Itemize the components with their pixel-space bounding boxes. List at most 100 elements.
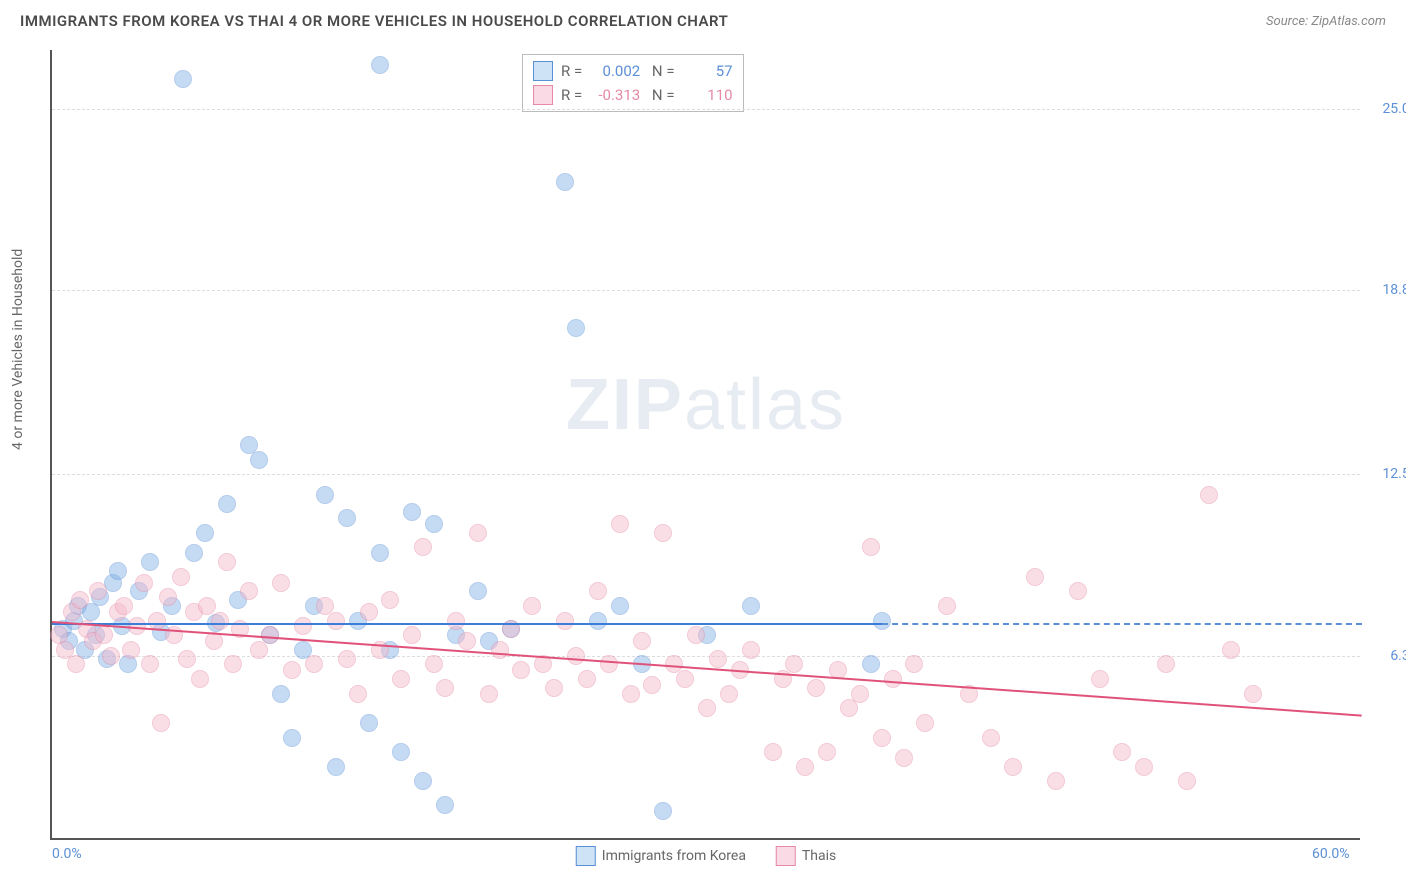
scatter-point <box>458 632 476 650</box>
scatter-point <box>600 655 618 673</box>
scatter-point <box>567 319 585 337</box>
scatter-point <box>392 670 410 688</box>
scatter-point <box>305 655 323 673</box>
scatter-point <box>643 676 661 694</box>
scatter-point <box>371 56 389 74</box>
scatter-point <box>414 772 432 790</box>
scatter-point <box>633 632 651 650</box>
scatter-point <box>436 679 454 697</box>
scatter-point <box>1244 685 1262 703</box>
scatter-point <box>283 729 301 747</box>
scatter-point <box>862 655 880 673</box>
scatter-point <box>403 626 421 644</box>
r-value-korea: 0.002 <box>590 62 640 80</box>
scatter-point <box>218 553 236 571</box>
scatter-point <box>159 588 177 606</box>
scatter-point <box>698 699 716 717</box>
legend-item-korea: Immigrants from Korea <box>576 846 746 866</box>
legend-label-korea: Immigrants from Korea <box>602 848 746 864</box>
gridline <box>52 109 1360 110</box>
n-value-thai: 110 <box>683 86 733 104</box>
scatter-point <box>349 685 367 703</box>
scatter-point <box>589 582 607 600</box>
scatter-point <box>447 612 465 630</box>
scatter-point <box>1222 641 1240 659</box>
scatter-point <box>371 544 389 562</box>
scatter-point <box>196 524 214 542</box>
scatter-point <box>1178 772 1196 790</box>
scatter-point <box>224 655 242 673</box>
scatter-point <box>283 661 301 679</box>
scatter-point <box>414 538 432 556</box>
scatter-point <box>905 655 923 673</box>
gridline <box>52 290 1360 291</box>
scatter-point <box>764 743 782 761</box>
scatter-point <box>556 173 574 191</box>
scatter-point <box>578 670 596 688</box>
stats-row-korea: R = 0.002 N = 57 <box>533 59 733 83</box>
scatter-point <box>135 574 153 592</box>
correlation-stats-box: R = 0.002 N = 57 R = -0.313 N = 110 <box>522 54 744 112</box>
scatter-plot: ZIPatlas R = 0.002 N = 57 R = -0.313 N =… <box>50 50 1360 840</box>
scatter-point <box>218 495 236 513</box>
scatter-point <box>796 758 814 776</box>
scatter-point <box>109 562 127 580</box>
x-tick-label: 60.0% <box>1312 846 1350 862</box>
y-tick-label: 25.0% <box>1382 101 1406 117</box>
scatter-point <box>1069 582 1087 600</box>
legend-swatch-thai <box>776 846 796 866</box>
scatter-point <box>115 597 133 615</box>
scatter-point <box>178 650 196 668</box>
scatter-point <box>512 661 530 679</box>
scatter-point <box>873 612 891 630</box>
scatter-point <box>1157 655 1175 673</box>
scatter-point <box>1135 758 1153 776</box>
scatter-point <box>491 641 509 659</box>
scatter-point <box>840 699 858 717</box>
scatter-point <box>148 612 166 630</box>
source-attribution: Source: ZipAtlas.com <box>1266 14 1386 29</box>
scatter-point <box>884 670 902 688</box>
scatter-point <box>556 612 574 630</box>
scatter-point <box>687 626 705 644</box>
chart-area: ZIPatlas R = 0.002 N = 57 R = -0.313 N =… <box>50 50 1360 840</box>
scatter-point <box>191 670 209 688</box>
scatter-point <box>938 597 956 615</box>
scatter-point <box>1026 568 1044 586</box>
scatter-point <box>742 597 760 615</box>
scatter-point <box>1091 670 1109 688</box>
watermark: ZIPatlas <box>566 364 846 446</box>
scatter-point <box>174 70 192 88</box>
scatter-point <box>185 544 203 562</box>
scatter-point <box>567 647 585 665</box>
scatter-point <box>381 591 399 609</box>
stats-row-thai: R = -0.313 N = 110 <box>533 83 733 107</box>
scatter-point <box>676 670 694 688</box>
scatter-point <box>360 714 378 732</box>
scatter-point <box>742 641 760 659</box>
scatter-point <box>392 743 410 761</box>
scatter-point <box>654 524 672 542</box>
scatter-point <box>611 597 629 615</box>
scatter-point <box>316 486 334 504</box>
scatter-point <box>469 524 487 542</box>
scatter-point <box>873 729 891 747</box>
scatter-point <box>982 729 1000 747</box>
bottom-legend: Immigrants from Korea Thais <box>576 846 836 866</box>
scatter-point <box>720 685 738 703</box>
scatter-point <box>152 714 170 732</box>
scatter-point <box>436 796 454 814</box>
scatter-point <box>611 515 629 533</box>
y-tick-label: 12.5% <box>1382 466 1406 482</box>
chart-title: IMMIGRANTS FROM KOREA VS THAI 4 OR MORE … <box>20 12 728 30</box>
scatter-point <box>272 574 290 592</box>
scatter-point <box>851 685 869 703</box>
legend-item-thai: Thais <box>776 846 836 866</box>
legend-label-thai: Thais <box>802 848 836 864</box>
scatter-point <box>338 509 356 527</box>
scatter-point <box>403 503 421 521</box>
scatter-point <box>250 641 268 659</box>
scatter-point <box>785 655 803 673</box>
scatter-point <box>480 685 498 703</box>
scatter-point <box>469 582 487 600</box>
